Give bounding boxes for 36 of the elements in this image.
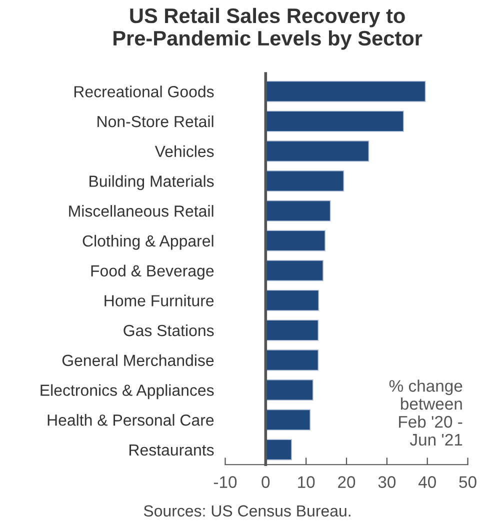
bar <box>265 200 331 222</box>
y-tick-label: Building Materials <box>90 175 214 190</box>
y-tick-label: Electronics & Appliances <box>40 384 214 400</box>
x-tick-label: 10 <box>298 476 315 488</box>
source-note: Sources: US Census Bureau. <box>144 505 350 517</box>
y-tick-label: Food & Beverage <box>91 264 214 280</box>
bar <box>265 320 319 341</box>
chart-title: US Retail Sales Recovery to Pre-Pandemic Levels by Sector <box>114 8 422 50</box>
bar <box>265 350 319 371</box>
x-tick-label: 30 <box>378 476 396 488</box>
bar <box>265 260 324 282</box>
y-tick-label: General Merchandise <box>62 354 214 366</box>
bar <box>265 110 404 132</box>
bar <box>265 230 326 252</box>
x-tick-label: 0 <box>262 476 270 488</box>
bar <box>265 439 292 460</box>
bar <box>265 80 426 102</box>
bar <box>265 379 314 401</box>
bar <box>265 290 320 311</box>
y-tick-label: Vehicles <box>154 145 214 158</box>
bar <box>265 140 370 162</box>
y-tick-label: Non-Store Retail <box>98 115 214 128</box>
y-tick-label: Home Furniture <box>104 294 214 306</box>
x-tick-label: -10 <box>214 476 237 488</box>
y-tick-label: Clothing & Apparel <box>82 234 214 250</box>
bar <box>265 409 311 430</box>
y-tick-label: Health & Personal Care <box>48 414 214 426</box>
x-tick-label: 40 <box>418 476 436 488</box>
y-tick-label: Gas Stations <box>124 324 214 336</box>
y-tick-label: Recreational Goods <box>74 86 214 98</box>
bar <box>265 170 344 192</box>
y-tick-label: Restaurants <box>130 444 214 456</box>
annotation: % change between Feb '20 - Jun '21 <box>389 380 462 446</box>
x-tick-label: 50 <box>459 476 476 488</box>
y-tick-label: Miscellaneous Retail <box>69 205 214 217</box>
x-tick-label: 20 <box>338 476 356 488</box>
